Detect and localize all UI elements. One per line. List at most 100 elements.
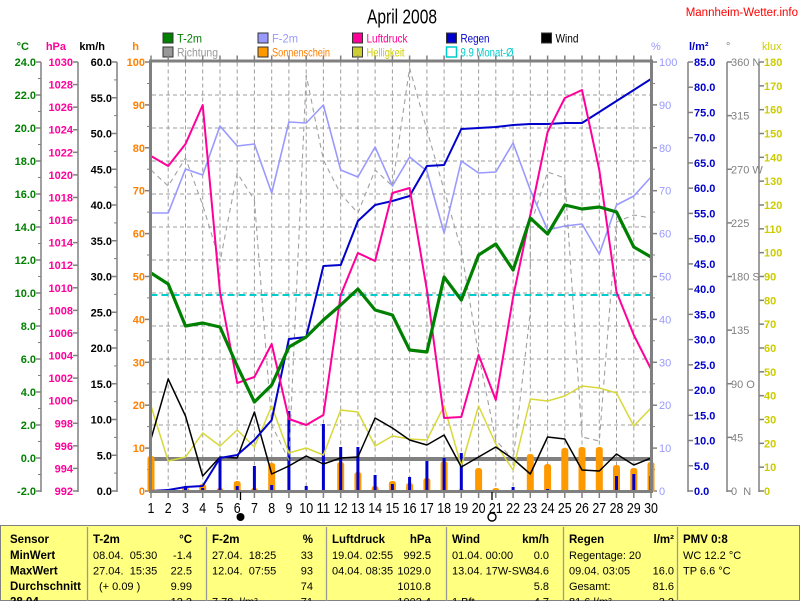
svg-text:22.0: 22.0 [15,90,36,102]
svg-text:9.9 Monat-Ø: 9.9 Monat-Ø [461,46,514,60]
svg-text:23: 23 [523,500,537,517]
svg-text:0.0: 0.0 [534,550,549,562]
svg-text:74: 74 [301,581,313,593]
svg-text:315: 315 [731,111,749,123]
svg-text:Richtung: Richtung [177,46,218,60]
svg-text:12.2: 12.2 [171,597,192,602]
svg-text:l/m²: l/m² [689,41,709,53]
svg-text:5.0: 5.0 [694,461,709,473]
svg-text:1020: 1020 [49,170,73,182]
svg-text:29: 29 [627,500,641,517]
svg-text:34.6: 34.6 [528,566,549,578]
svg-text:01.04. 00:00: 01.04. 00:00 [452,550,513,562]
svg-text:0: 0 [764,486,770,498]
svg-text:1024: 1024 [49,125,74,137]
svg-text:17: 17 [420,500,434,517]
svg-text:80: 80 [659,143,671,155]
svg-text:71: 71 [301,597,313,602]
svg-text:10.0: 10.0 [694,436,715,448]
svg-text:10: 10 [133,443,145,455]
svg-text:120: 120 [764,200,782,212]
svg-text:26: 26 [575,500,589,517]
svg-text:20: 20 [133,400,145,412]
svg-text:60: 60 [659,229,671,241]
svg-text:70: 70 [764,319,776,331]
svg-text:75.0: 75.0 [694,107,715,119]
svg-text:0.0: 0.0 [694,486,709,498]
svg-text:33: 33 [301,550,313,562]
svg-text:°C: °C [179,534,192,546]
svg-text:160: 160 [764,105,782,117]
svg-text:8.0: 8.0 [21,321,36,333]
svg-text:1 Bft: 1 Bft [452,597,475,602]
svg-text:50: 50 [764,367,776,379]
svg-text:Sonnenschein: Sonnenschein [272,46,330,60]
svg-text:-1.4: -1.4 [173,550,192,562]
svg-text:TP 6.6 °C: TP 6.6 °C [683,566,731,578]
svg-text:28.04.: 28.04. [10,597,42,602]
svg-text:T-2m: T-2m [93,534,120,546]
svg-text:25.0: 25.0 [694,360,715,372]
svg-text:4.7: 4.7 [534,597,549,602]
svg-text:110: 110 [764,224,782,236]
svg-text:35.0: 35.0 [694,309,715,321]
svg-text:Luftdruck: Luftdruck [332,534,386,546]
svg-text:1010.8: 1010.8 [397,581,431,593]
svg-text:2.0: 2.0 [21,420,36,432]
svg-text:12.04. 07:55: 12.04. 07:55 [212,566,276,578]
svg-text:h: h [132,41,139,53]
svg-text:80: 80 [764,295,776,307]
svg-text:(+ 0.09 ): (+ 0.09 ) [99,581,140,593]
svg-text:19.04. 02:55: 19.04. 02:55 [332,550,393,562]
svg-text:50: 50 [659,272,671,284]
svg-text:60.0: 60.0 [91,57,112,69]
svg-text:19: 19 [454,500,468,517]
svg-text:7.78 l/m³: 7.78 l/m³ [212,597,258,602]
svg-text:996: 996 [55,441,73,453]
svg-text:40.0: 40.0 [91,200,112,212]
svg-text:130: 130 [764,176,782,188]
svg-text:10: 10 [659,443,671,455]
svg-text:180 S: 180 S [731,272,760,284]
svg-text:50: 50 [133,272,145,284]
svg-text:12: 12 [334,500,348,517]
svg-text:WC 12.2 °C: WC 12.2 °C [683,550,741,562]
svg-text:Regen: Regen [569,534,604,546]
svg-text:998: 998 [55,418,73,430]
svg-text:13: 13 [351,500,365,517]
svg-text:1026: 1026 [49,102,73,114]
svg-text:60.0: 60.0 [694,183,715,195]
svg-text:5.8: 5.8 [534,581,549,593]
svg-text:°: ° [726,41,730,53]
svg-text:14: 14 [368,500,382,517]
svg-text:14.0: 14.0 [15,222,36,234]
svg-text:6.0: 6.0 [21,354,36,366]
svg-text:MaxWert: MaxWert [10,566,58,578]
svg-text:16.0: 16.0 [15,189,36,201]
svg-text:225: 225 [731,218,749,230]
svg-text:20.0: 20.0 [694,385,715,397]
svg-text:140: 140 [764,152,782,164]
svg-text:30: 30 [764,415,776,427]
svg-text:55.0: 55.0 [91,93,112,105]
svg-text:18.0: 18.0 [15,156,36,168]
svg-text:Sensor: Sensor [10,534,50,546]
svg-text:20.0: 20.0 [91,343,112,355]
svg-text:1006: 1006 [49,328,73,340]
svg-text:1022: 1022 [49,147,73,159]
svg-text:35.0: 35.0 [91,236,112,248]
svg-text:%: % [651,41,661,53]
svg-text:9: 9 [285,500,292,517]
svg-text:70: 70 [133,186,145,198]
svg-text:70.0: 70.0 [694,133,715,145]
svg-text:7: 7 [251,500,258,517]
svg-text:1029.0: 1029.0 [397,566,431,578]
svg-text:1: 1 [148,500,155,517]
svg-text:1014: 1014 [49,238,74,250]
svg-text:Luftdruck: Luftdruck [367,32,409,46]
svg-text:08.04. 05:30: 08.04. 05:30 [93,550,157,562]
svg-text:80: 80 [133,143,145,155]
svg-text:5.0: 5.0 [97,450,112,462]
svg-text:80.0: 80.0 [694,82,715,94]
svg-text:09.04. 03:05: 09.04. 03:05 [569,566,630,578]
